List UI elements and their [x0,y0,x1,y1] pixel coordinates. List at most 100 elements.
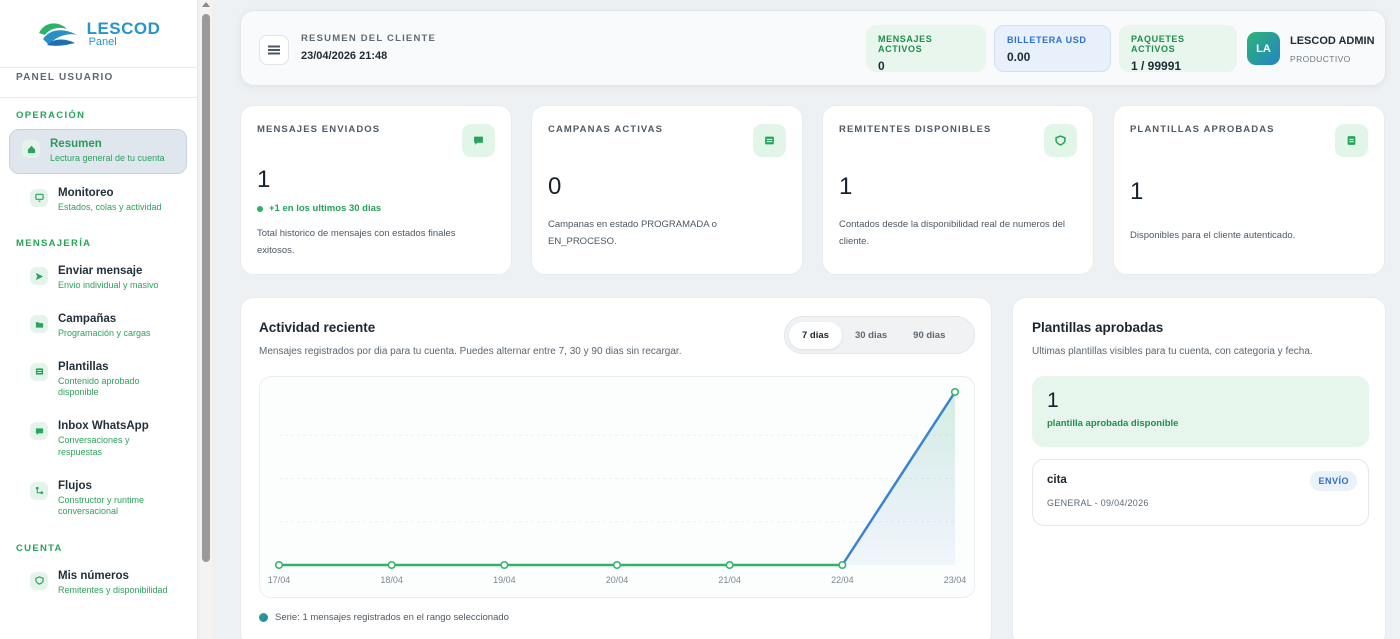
user-role: PRODUCTIVO [1290,54,1351,64]
sidebar-item-plantillas[interactable]: Plantillas Contenido aprobado disponible [10,353,187,407]
x-tick-label: 19/04 [493,575,516,585]
sidebar: LESCOD Panel PANEL USUARIO OPERACIÓN Res… [0,0,198,639]
data-point [387,560,396,570]
section-cuenta: CUENTA [16,542,63,554]
home-icon [22,140,40,158]
stat-title: REMITENTES DISPONIBLES [839,124,992,135]
menu-toggle-button[interactable] [259,35,289,65]
nav-subtitle: Conversaciones y respuestas [58,435,130,457]
series-line-segment [841,390,957,567]
sidebar-item-inbox-whatsapp[interactable]: Inbox WhatsApp Conversaciones y respuesta… [10,412,187,466]
header-label: RESUMEN DEL CLIENTE [301,33,437,44]
data-point [950,387,960,397]
chip-label: BILLETERA USD [1007,35,1087,45]
user-name[interactable]: LESCOD ADMIN [1290,35,1375,47]
x-tick-label: 22/04 [831,575,854,585]
logo[interactable]: LESCOD Panel [0,0,197,68]
nav-subtitle: Contenido aprobado disponible [58,375,140,398]
sidebar-item-enviar-mensaje[interactable]: Enviar mensaje Envio individual y masivo [10,257,187,300]
chip-value: 0.00 [1007,50,1031,64]
stat-value: 0 [548,173,562,200]
panel-label: PANEL USUARIO [0,68,197,98]
shield-icon [30,571,48,590]
templates-count-label: plantilla aprobada disponible [1047,418,1179,429]
stat-title: MENSAJES ENVIADOS [257,124,381,135]
trend-dot [257,205,263,212]
nav-subtitle: Programación y cargas [58,328,151,339]
chip-value: 0 [878,59,885,73]
chip-label: MENSAJES ACTIVOS [878,34,933,54]
trend-text: +1 en los ultimos 30 dias [269,203,382,214]
stat-card-remitentes-disponibles: REMITENTES DISPONIBLES 1 Contados desde … [822,105,1094,275]
data-point [500,560,509,570]
stat-value: 1 [839,173,853,200]
monitor-icon [30,188,48,207]
scroll-thumb[interactable] [202,14,210,562]
activity-title: Actividad reciente [259,320,376,335]
shield-icon [1044,124,1077,157]
range-tabs: 7 dias 30 dias 90 dias [784,316,975,354]
logo-icon [38,22,77,46]
sidebar-item-mis-numeros[interactable]: Mis números Remitentes y disponibilidad [10,562,187,605]
templates-title: Plantillas aprobadas [1032,320,1164,335]
sidebar-item-resumen[interactable]: Resumen Lectura general de tu cuenta [9,129,187,174]
list-icon [753,124,786,157]
chart-svg: 17/04 18/04 19/04 20/04 21/04 22/04 23/04 [268,387,967,585]
stat-title: CAMPANAS ACTIVAS [548,124,664,135]
x-tick-label: 23/04 [944,575,967,585]
templates-subtitle: Ultimas plantillas visibles para tu cuen… [1032,346,1313,357]
stat-description: Campanas en estado PROGRAMADA o EN_PROCE… [548,219,717,247]
activity-chart: 17/04 18/04 19/04 20/04 21/04 22/04 23/04 [259,376,975,598]
data-point [838,560,847,570]
sidebar-scrollbar[interactable] [200,0,212,639]
stat-description: Total historico de mensajes con estados … [257,228,456,256]
folder-icon [30,315,48,334]
stat-title: PLANTILLAS APROBADAS [1130,124,1275,135]
stat-card-campanas-activas: CAMPANAS ACTIVAS 0 Campanas en estado PR… [531,105,803,275]
tab-7-dias[interactable]: 7 dias [789,321,842,349]
scroll-up-arrow[interactable] [202,2,210,7]
sidebar-item-monitoreo[interactable]: Monitoreo Estados, colas y actividad [10,179,187,222]
stat-value: 1 [1130,178,1144,205]
stat-card-plantillas-aprobadas: PLANTILLAS APROBADAS 1 Disponibles para … [1113,105,1385,275]
chip-mensajes-activos: MENSAJES ACTIVOS 0 [866,25,986,73]
data-point [274,560,284,570]
data-point [725,560,734,570]
avatar[interactable]: LA [1247,32,1280,65]
nav-subtitle: Estados, colas y actividad [58,201,162,212]
stat-card-mensajes-enviados: MENSAJES ENVIADOS 1 +1 en los ultimos 30… [240,105,512,275]
chip-billetera-usd: BILLETERA USD 0.00 [994,25,1111,72]
tab-90-dias[interactable]: 90 dias [913,329,946,341]
template-name: cita [1047,474,1067,486]
nav-title: Campañas [58,313,117,326]
legend-dot [259,613,268,622]
activity-card: Actividad reciente Mensajes registrados … [240,297,992,639]
logo-title: LESCOD [86,18,161,38]
x-tick-label: 18/04 [380,575,403,585]
logo-subtitle: Panel [88,35,117,48]
x-tick-label: 20/04 [606,575,629,585]
tab-30-dias[interactable]: 30 dias [854,329,888,341]
document-icon [1335,124,1368,157]
x-tick-label: 21/04 [718,575,741,585]
nav-title: Enviar mensaje [58,265,143,278]
template-item[interactable]: cita GENERAL - 09/04/2026 ENVÍO [1032,459,1369,526]
nav-title: Mis números [58,569,129,582]
sidebar-item-campanas[interactable]: Campañas Programación y cargas [10,305,187,348]
send-icon [30,267,48,286]
template-meta: GENERAL - 09/04/2026 [1047,498,1149,508]
templates-card: Plantillas aprobadas Ultimas plantillas … [1012,297,1386,639]
sidebar-item-flujos[interactable]: Flujos Constructor y runtime conversacion… [10,472,187,526]
series-area [279,392,955,565]
stat-trend: +1 en los ultimos 30 dias [257,203,381,214]
nav-title: Inbox WhatsApp [58,420,149,433]
section-operacion: OPERACIÓN [16,110,86,121]
nav-title: Monitoreo [58,186,114,199]
stat-value: 1 [257,166,271,193]
summary-header: RESUMEN DEL CLIENTE 23/04/2026 21:48 MEN… [240,10,1386,86]
nav-subtitle: Lectura general de tu cuenta [50,153,165,163]
chip-label: PAQUETES ACTIVOS [1131,34,1185,54]
template-badge: ENVÍO [1310,471,1357,491]
header-datetime: 23/04/2026 21:48 [301,50,388,62]
section-mensajeria: MENSAJERÍA [16,238,92,250]
